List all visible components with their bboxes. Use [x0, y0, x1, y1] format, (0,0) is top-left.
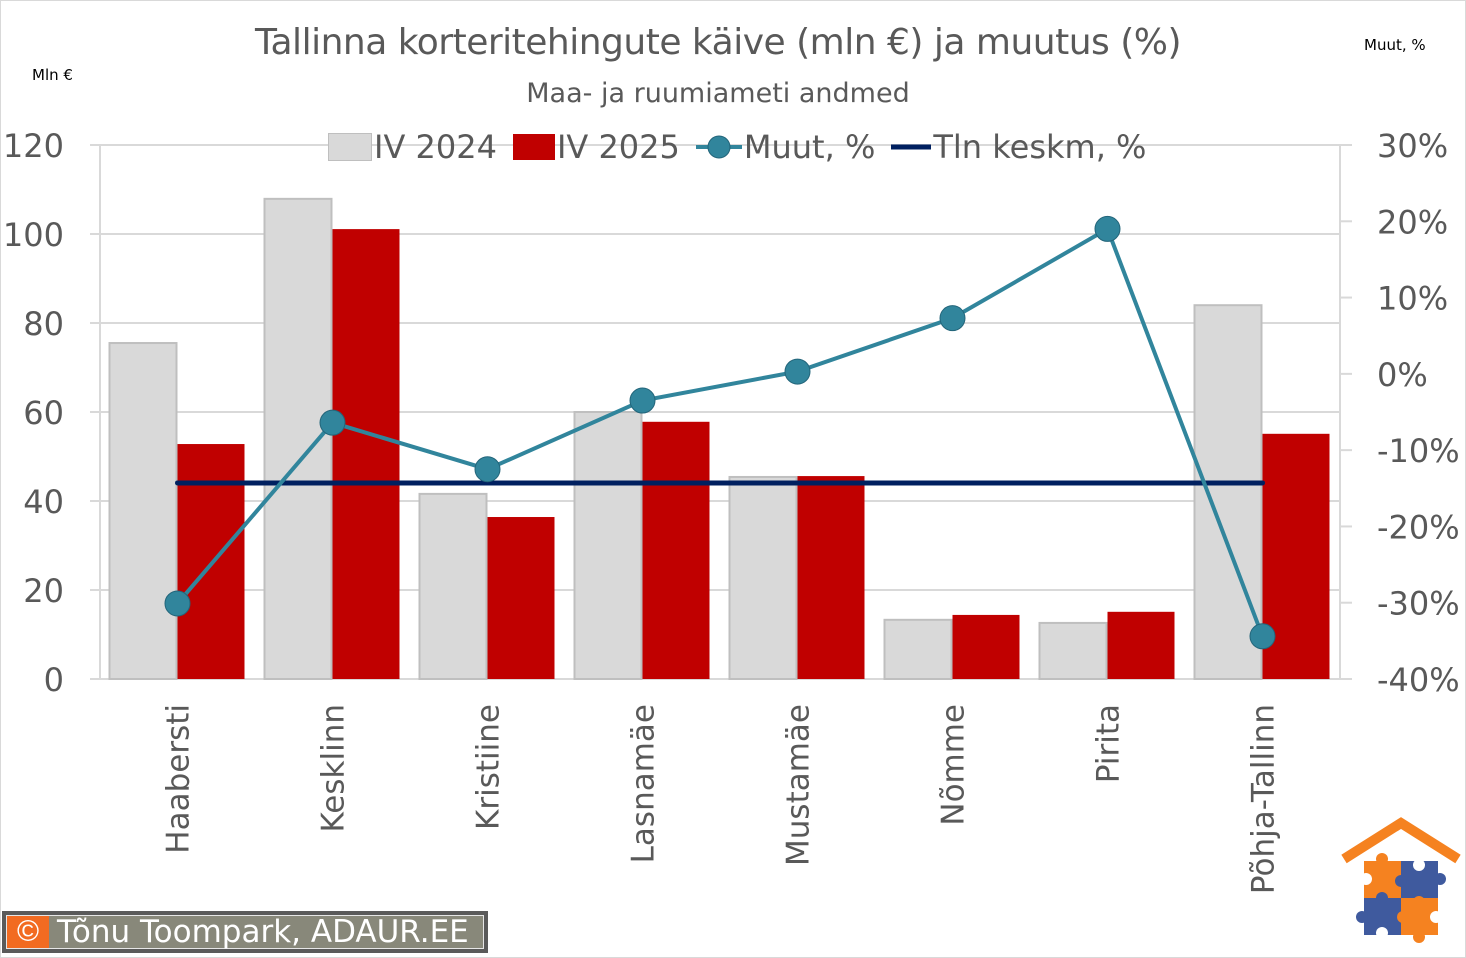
line-marker-icon	[695, 135, 742, 159]
y-tick-label: 60	[23, 394, 64, 432]
legend-item-muut[interactable]: Muut, %	[695, 128, 876, 166]
y2-tick-label: 20%	[1377, 203, 1448, 241]
left-axis-unit: Mln €	[32, 66, 73, 84]
y2-tick-label: -30%	[1377, 585, 1460, 623]
change-marker[interactable]	[939, 305, 966, 332]
change-marker[interactable]	[474, 456, 501, 483]
y-tick-label: 20	[23, 572, 64, 610]
change-marker[interactable]	[319, 409, 346, 436]
category-label: Lasnamäe	[626, 704, 662, 863]
change-marker[interactable]	[1094, 215, 1121, 242]
y2-tick-label: 30%	[1377, 127, 1448, 165]
credit-box: © Tõnu Toompark, ADAUR.EE	[2, 911, 488, 953]
legend-label: IV 2025	[556, 128, 680, 166]
bar-iv-2025[interactable]	[487, 517, 555, 679]
bar-iv-2024[interactable]	[1193, 304, 1263, 680]
y-tick-label: 120	[3, 127, 64, 165]
change-marker[interactable]	[784, 358, 811, 385]
bar-iv-2024[interactable]	[263, 197, 333, 680]
y-tick-label: 40	[23, 483, 64, 521]
y2-tick-label: -40%	[1377, 661, 1460, 699]
bar-iv-2024[interactable]	[573, 411, 643, 680]
credit-text: Tõnu Toompark, ADAUR.EE	[57, 914, 469, 950]
legend-label: Tln keskm, %	[933, 128, 1147, 166]
change-marker[interactable]	[629, 387, 656, 414]
legend-item-iv2025[interactable]: IV 2025	[512, 128, 680, 166]
bar-iv-2024[interactable]	[728, 475, 798, 680]
bar-iv-2025[interactable]	[642, 421, 710, 679]
y2-tick-label: -10%	[1377, 432, 1460, 470]
category-label: Pirita	[1091, 704, 1127, 783]
bar-iv-2025[interactable]	[332, 229, 400, 680]
legend-label: IV 2024	[374, 128, 497, 166]
bar-iv-2024[interactable]	[108, 342, 178, 680]
chart-title: Tallinna korteritehingute käive (mln €) …	[254, 22, 1182, 63]
right-axis-unit: Muut, %	[1364, 36, 1426, 54]
y2-tick-label: 10%	[1377, 280, 1448, 318]
bar-iv-2024[interactable]	[883, 618, 953, 681]
category-label: Nõmme	[936, 704, 972, 826]
change-marker[interactable]	[164, 590, 191, 617]
y2-tick-label: -20%	[1377, 508, 1460, 546]
chart-subtitle: Maa- ja ruumiameti andmed	[526, 78, 910, 109]
category-label: Kristiine	[471, 704, 507, 830]
legend-label: Muut, %	[743, 128, 876, 166]
legend-swatch-gray	[328, 133, 372, 161]
bar-iv-2025[interactable]	[1107, 611, 1175, 679]
change-line	[175, 226, 1265, 637]
y-tick-label: 80	[23, 305, 64, 343]
line-icon	[891, 144, 932, 150]
category-label: Kesklinn	[316, 704, 352, 832]
category-label: Haabersti	[161, 704, 197, 854]
legend-swatch-red	[512, 134, 555, 160]
bar-iv-2024[interactable]	[1038, 621, 1108, 680]
y2-tick-label: 0%	[1377, 356, 1428, 394]
category-label: Põhja-Tallinn	[1246, 704, 1282, 894]
copyright-icon: ©	[7, 915, 49, 948]
legend-item-tln-keskm[interactable]: Tln keskm, %	[891, 128, 1146, 166]
bar-iv-2025[interactable]	[797, 476, 865, 679]
category-label: Mustamäe	[781, 704, 817, 866]
change-marker[interactable]	[1249, 623, 1276, 650]
legend: IV 2024 IV 2025 Muut, % Tln keskm, %	[328, 127, 1156, 167]
bar-iv-2025[interactable]	[952, 614, 1020, 679]
bar-iv-2024[interactable]	[418, 492, 488, 680]
y-tick-label: 100	[3, 216, 64, 254]
legend-item-iv2024[interactable]: IV 2024	[328, 128, 497, 166]
y-tick-label: 0	[44, 661, 64, 699]
house-puzzle-logo-icon	[1341, 817, 1461, 943]
